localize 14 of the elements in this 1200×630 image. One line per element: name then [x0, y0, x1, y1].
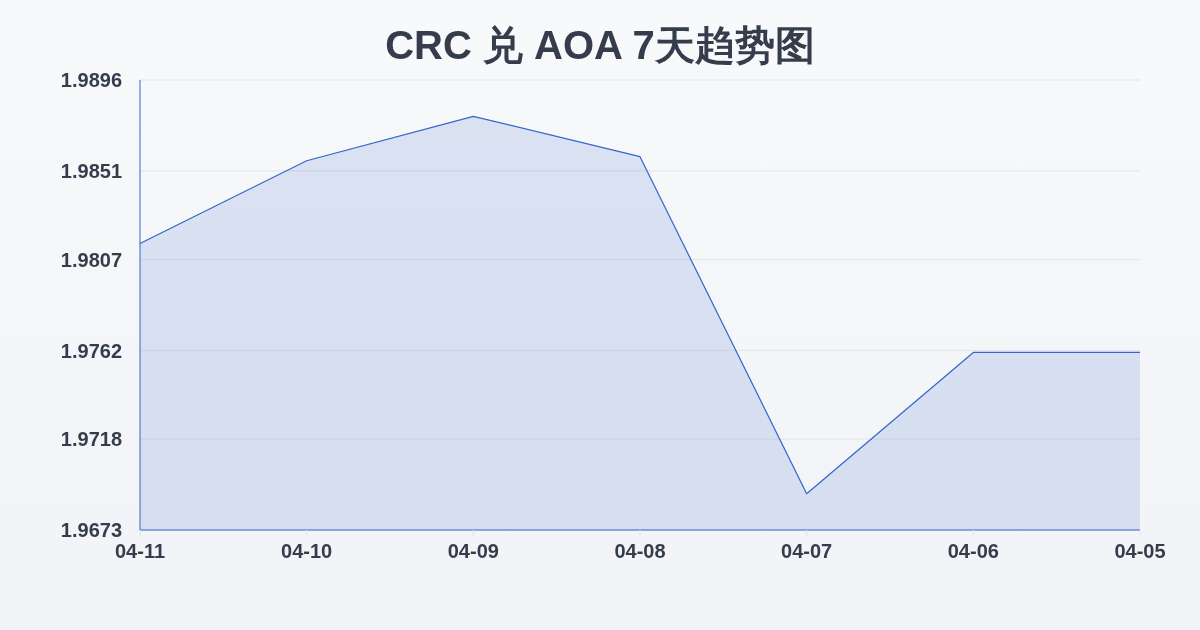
y-tick-label: 1.9851 [60, 159, 122, 182]
x-tick-label: 04-06 [947, 540, 999, 563]
x-tick-label: 04-11 [114, 540, 166, 563]
x-tick-label: 04-08 [614, 540, 666, 563]
y-tick-label: 1.9896 [60, 69, 122, 92]
y-tick-label: 1.9673 [60, 519, 122, 542]
chart-title: CRC 兑 AOA 7天趋势图 [385, 23, 815, 67]
y-tick-label: 1.9718 [60, 428, 122, 451]
x-tick-label: 04-05 [1114, 540, 1166, 563]
x-tick-label: 04-10 [281, 540, 333, 563]
x-tick-label: 04-09 [447, 540, 499, 563]
y-tick-label: 1.9762 [60, 339, 122, 362]
y-tick-label: 1.9807 [60, 248, 122, 271]
x-tick-label: 04-07 [781, 540, 833, 563]
